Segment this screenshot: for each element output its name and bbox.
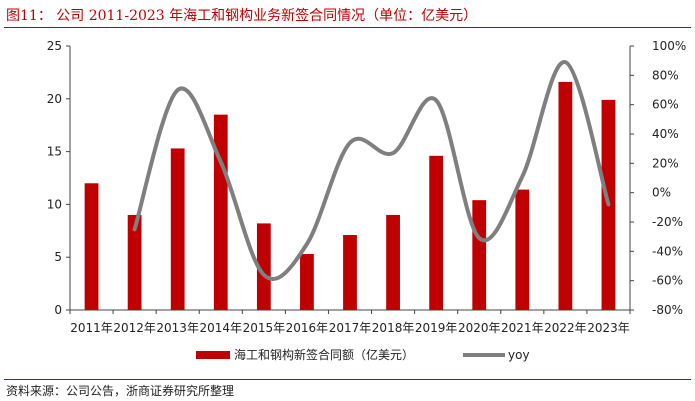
x-tick-label: 2020年 <box>458 321 501 335</box>
bar <box>558 81 573 311</box>
x-tick-label: 2015年 <box>243 321 286 335</box>
x-tick-label: 2017年 <box>329 321 372 335</box>
bar <box>84 183 99 310</box>
bar-series <box>84 81 616 311</box>
x-tick-label: 2021年 <box>501 321 544 335</box>
bar <box>343 235 357 310</box>
bar <box>515 189 530 310</box>
right-y-tick-label: 40% <box>652 127 679 141</box>
right-y-tick-label: 20% <box>652 156 679 170</box>
chart-legend: 海工和钢构新签合同额（亿美元） yoy <box>196 347 530 362</box>
x-tick-label: 2013年 <box>156 321 199 335</box>
left-y-tick-label: 20 <box>47 92 62 106</box>
bar <box>127 214 142 310</box>
x-tick-label: 2011年 <box>70 321 113 335</box>
x-tick-label: 2016年 <box>286 321 329 335</box>
left-y-tick-label: 15 <box>47 145 62 159</box>
bar <box>472 200 487 310</box>
bar <box>300 254 314 310</box>
right-y-tick-label: 100% <box>652 39 686 53</box>
x-tick-label: 2012年 <box>113 321 156 335</box>
figure-title: 图11： 公司 2011-2023 年海工和钢构业务新签合同情况（单位：亿美元） <box>6 8 478 24</box>
footer-rule <box>4 379 691 380</box>
legend-bar-label: 海工和钢构新签合同额（亿美元） <box>234 347 414 362</box>
x-tick-label: 2014年 <box>199 321 242 335</box>
left-y-tick-label: 5 <box>54 250 62 264</box>
yoy-line <box>132 60 611 281</box>
left-y-tick-label: 10 <box>47 197 62 211</box>
bar <box>213 114 228 310</box>
x-tick-label: 2023年 <box>587 321 630 335</box>
legend-line-label: yoy <box>508 348 530 362</box>
x-tick-label: 2018年 <box>372 321 415 335</box>
right-y-tick-label: -80% <box>652 303 683 317</box>
left-y-tick-label: 0 <box>54 303 62 317</box>
right-y-tick-label: 80% <box>652 68 679 82</box>
source-note: 资料来源：公司公告，浙商证券研究所整理 <box>6 384 235 398</box>
legend-bar-swatch <box>196 351 230 359</box>
bar <box>386 214 400 310</box>
right-y-tick-label: -40% <box>652 244 683 258</box>
right-y-tick-label: 0% <box>652 186 671 200</box>
right-y-tick-label: 60% <box>652 98 679 112</box>
bar <box>429 155 444 310</box>
bar <box>170 148 185 310</box>
left-y-tick-label: 25 <box>47 39 62 53</box>
x-tick-label: 2022年 <box>544 321 587 335</box>
bar <box>256 223 271 310</box>
right-y-tick-label: -20% <box>652 215 683 229</box>
left-y-axis-tick-labels: 0 5 10 15 20 25 <box>47 39 62 317</box>
x-axis-tick-labels: 2011年 2012年 2013年 2014年 2015年 2016年 2017年 2018年… <box>70 321 629 335</box>
x-tick-label: 2019年 <box>415 321 458 335</box>
right-y-tick-label: -60% <box>652 274 683 288</box>
title-rule <box>4 27 691 28</box>
yoy-line-series <box>132 60 611 281</box>
right-y-axis-tick-labels: -80% -60% -40% -20% 0% 20% 40% 60% 80% 100% <box>652 39 686 317</box>
chart: 2011年 2012年 2013年 2014年 2015年 2016年 2017年 2018年… <box>47 39 687 362</box>
